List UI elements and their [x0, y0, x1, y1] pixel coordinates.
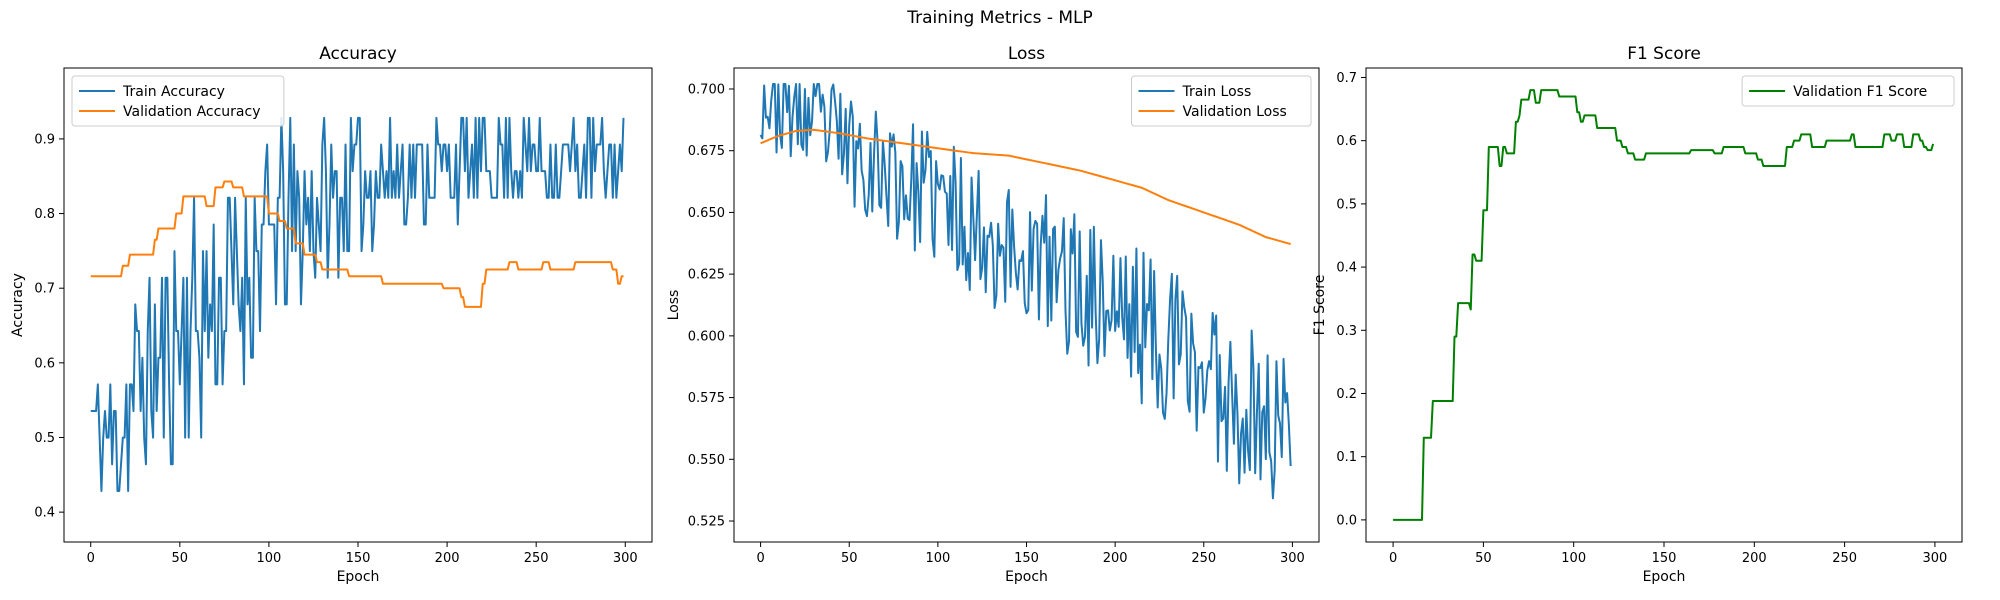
axes-frame — [1365, 67, 1963, 543]
x-tick-label: 250 — [1191, 551, 1216, 566]
x-tick-label: 200 — [1103, 551, 1128, 566]
panel-loss: Loss 0 50 100 150 200 250 300 0.525 0.550 0.575 0.6… — [666, 44, 1320, 585]
y-tick-label: 0.625 — [688, 268, 725, 283]
x-tick-label: 0 — [1389, 551, 1397, 566]
y-tick-label: 0.6 — [1336, 134, 1357, 149]
y-tick-label: 0.2 — [1336, 387, 1357, 402]
x-tick-label: 150 — [346, 551, 371, 566]
y-tick-label: 0.9 — [34, 132, 55, 147]
y-tick-label: 0.3 — [1336, 324, 1357, 339]
x-tick-label: 50 — [841, 551, 858, 566]
y-tick-label: 0.6 — [34, 356, 55, 371]
x-tick-label: 200 — [1742, 551, 1767, 566]
axes-frame — [733, 67, 1320, 543]
y-tick-label: 0.1 — [1336, 450, 1357, 465]
x-axis-label: Epoch — [337, 569, 380, 585]
y-tick-label: 0.550 — [688, 453, 725, 468]
x-tick-label: 100 — [256, 551, 281, 566]
y-tick-label: 0.7 — [34, 282, 55, 297]
y-tick-label: 0.4 — [1336, 261, 1357, 276]
legend-label: Train Accuracy — [122, 84, 225, 100]
legend-label: Validation Accuracy — [123, 104, 261, 120]
y-tick-label: 0.5 — [34, 431, 55, 446]
x-tick-label: 50 — [1475, 551, 1492, 566]
y-tick-label: 0.4 — [34, 506, 55, 521]
y-axis-label: F1 Score — [1312, 275, 1328, 336]
x-tick-label: 200 — [435, 551, 460, 566]
axes-frame — [63, 67, 653, 543]
x-tick-label: 0 — [756, 551, 764, 566]
y-tick-label: 0.600 — [688, 329, 725, 344]
x-tick-label: 150 — [1652, 551, 1677, 566]
legend-box — [71, 75, 285, 127]
y-tick-label: 0.5 — [1336, 197, 1357, 212]
plot-title: F1 Score — [1627, 44, 1701, 64]
y-tick-label: 0.675 — [688, 144, 725, 159]
legend-label: Validation F1 Score — [1793, 84, 1927, 100]
series-line-train-loss — [759, 83, 1292, 500]
x-tick-label: 300 — [1922, 551, 1947, 566]
legend: Validation F1 Score — [1741, 75, 1955, 107]
x-tick-label: 300 — [1280, 551, 1305, 566]
legend-label: Validation Loss — [1183, 104, 1287, 120]
series-line-validation-loss — [760, 128, 1291, 245]
series-line-validation-accuracy — [90, 180, 624, 308]
y-tick-label: 0.650 — [688, 206, 725, 221]
legend: Train Accuracy Validation Accuracy — [71, 75, 285, 127]
y-tick-label: 0.8 — [34, 207, 55, 222]
x-tick-label: 300 — [613, 551, 638, 566]
legend-box — [1131, 75, 1312, 127]
panel-f1-score: F1 Score 0 50 100 150 200 250 300 0.0 0.1 0.2 0.3 0.… — [1312, 44, 1963, 585]
y-tick-label: 0.7 — [1336, 71, 1357, 86]
x-tick-label: 250 — [1832, 551, 1857, 566]
x-tick-label: 0 — [87, 551, 95, 566]
series-line-train-accuracy — [90, 116, 625, 492]
figure-title: Training Metrics - MLP — [907, 8, 1093, 28]
legend-label: Train Loss — [1182, 84, 1252, 100]
y-tick-label: 0.575 — [688, 391, 725, 406]
panel-accuracy: Accuracy 0 50 100 150 200 250 300 0.4 0.5 0.6 0.7 0.… — [10, 44, 653, 585]
plot-title: Accuracy — [319, 44, 397, 64]
x-tick-label: 250 — [524, 551, 549, 566]
y-tick-label: 0.700 — [688, 82, 725, 97]
y-tick-label: 0.525 — [688, 515, 725, 530]
legend-box — [1741, 75, 1955, 107]
x-axis-label: Epoch — [1005, 569, 1048, 585]
legend: Train Loss Validation Loss — [1131, 75, 1312, 127]
x-tick-label: 50 — [172, 551, 189, 566]
x-axis-label: Epoch — [1643, 569, 1686, 585]
x-tick-label: 150 — [1014, 551, 1039, 566]
plot-title: Loss — [1008, 44, 1045, 64]
x-tick-label: 100 — [1561, 551, 1586, 566]
y-axis-label: Accuracy — [10, 273, 26, 337]
y-tick-label: 0.0 — [1336, 513, 1357, 528]
y-axis-label: Loss — [666, 290, 682, 321]
x-tick-label: 100 — [925, 551, 950, 566]
series-line-validation-f1-score — [1393, 89, 1935, 521]
